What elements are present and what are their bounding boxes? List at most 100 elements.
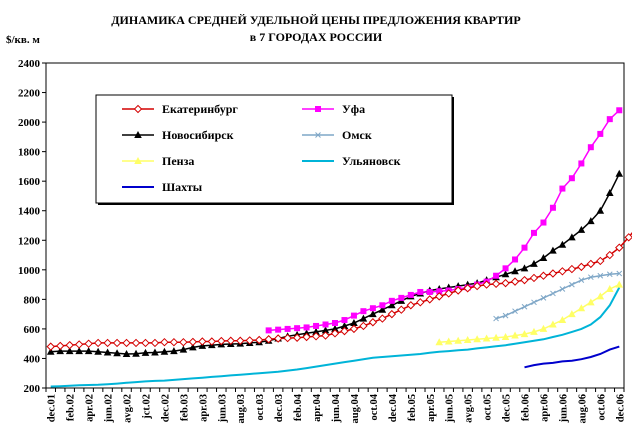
data-point — [369, 310, 377, 318]
data-point — [463, 335, 472, 343]
data-point — [284, 325, 291, 332]
data-point — [463, 284, 472, 293]
data-point — [311, 332, 321, 341]
data-point — [578, 160, 585, 167]
legend-item-4: Омск — [302, 128, 372, 142]
data-point — [360, 308, 367, 315]
data-point — [501, 278, 510, 288]
data-point — [624, 233, 632, 242]
data-point — [568, 233, 576, 241]
data-point — [75, 347, 83, 355]
y-tick-label: 400 — [24, 353, 41, 365]
data-point — [56, 341, 65, 351]
data-point — [378, 314, 387, 323]
data-point — [369, 305, 376, 312]
data-point — [597, 272, 604, 279]
data-point — [94, 347, 102, 355]
data-point — [46, 342, 55, 351]
legend-label: Екатеринбург — [162, 102, 238, 116]
data-point — [549, 320, 557, 328]
legend-label: Ульяновск — [342, 154, 401, 168]
data-point — [302, 332, 311, 342]
data-point — [131, 338, 141, 348]
data-point — [133, 104, 143, 114]
data-point — [141, 348, 150, 356]
data-point — [453, 286, 463, 295]
data-point — [132, 349, 140, 357]
series-line — [50, 287, 621, 388]
legend-item-3: Новосибирск — [122, 128, 234, 142]
y-tick-label: 800 — [24, 294, 41, 306]
data-point — [313, 322, 320, 329]
data-point — [425, 295, 434, 304]
x-tick-label: feb.02 — [66, 394, 77, 421]
data-point — [473, 335, 481, 343]
x-tick-label: jct.02 — [141, 394, 152, 420]
data-point — [226, 336, 235, 345]
data-point — [540, 295, 547, 301]
chart-title-line2: в 7 ГОРОДАХ РОССИИ — [250, 30, 383, 44]
data-point — [315, 132, 321, 138]
series-6 — [50, 287, 621, 388]
data-point — [416, 298, 425, 307]
data-point — [511, 331, 519, 339]
data-point — [349, 324, 359, 334]
data-point — [559, 286, 566, 292]
data-point — [350, 312, 357, 319]
x-tick-label: oct.06 — [596, 394, 607, 421]
data-point — [472, 281, 482, 291]
data-point — [321, 331, 330, 340]
data-point — [398, 294, 405, 301]
legend-item-6: Ульяновск — [302, 154, 401, 168]
series-line — [495, 272, 620, 320]
data-point — [435, 292, 444, 301]
x-tick-label: aug.06 — [577, 394, 588, 423]
data-point — [587, 274, 594, 281]
x-tick-label: dec.01 — [47, 394, 58, 422]
data-point — [444, 289, 453, 298]
data-point — [529, 273, 539, 283]
data-point — [170, 347, 178, 355]
data-point — [577, 225, 586, 233]
data-point — [254, 335, 264, 345]
data-point — [616, 270, 623, 277]
data-point — [520, 264, 529, 272]
data-point — [207, 337, 217, 346]
data-point — [160, 347, 169, 355]
data-point — [616, 107, 623, 114]
data-point — [103, 348, 112, 356]
data-point — [332, 320, 338, 326]
x-tick-label: dec.05 — [502, 394, 513, 422]
data-point — [388, 301, 396, 309]
data-point — [217, 336, 226, 346]
chart-title-line1: ДИНАМИКА СРЕДНЕЙ УДЕЛЬНОЙ ЦЕНЫ ПРЕДЛОЖЕН… — [111, 13, 520, 27]
x-tick-label: oct.05 — [483, 394, 494, 421]
data-point — [388, 297, 395, 304]
data-point — [530, 259, 538, 267]
data-point — [606, 116, 613, 123]
data-point — [350, 319, 358, 326]
data-point — [586, 259, 596, 269]
legend-item-5: Пенза — [122, 154, 194, 168]
data-point — [359, 314, 368, 322]
data-point — [436, 288, 443, 295]
data-point — [587, 217, 595, 225]
data-point — [65, 340, 74, 350]
data-point — [134, 157, 142, 164]
data-point — [56, 347, 65, 355]
data-point — [407, 291, 414, 298]
data-point — [549, 246, 557, 254]
y-tick-label: 1000 — [18, 265, 41, 277]
data-point — [65, 347, 74, 355]
x-tick-label: apr.06 — [539, 394, 550, 422]
data-point — [615, 169, 624, 177]
data-point — [531, 299, 537, 306]
x-tick-label: avg.02 — [123, 394, 134, 423]
data-point — [264, 335, 273, 344]
data-point — [530, 327, 538, 335]
data-point — [435, 338, 444, 346]
data-point — [482, 334, 491, 342]
data-point — [615, 243, 624, 252]
